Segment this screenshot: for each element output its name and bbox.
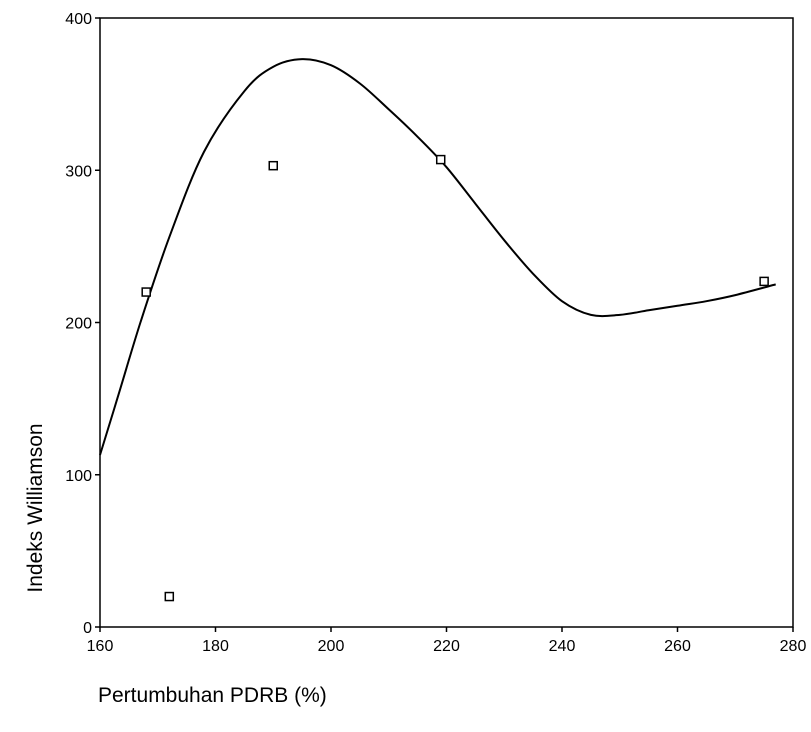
x-tick-label: 180 xyxy=(202,638,229,655)
data-points xyxy=(141,154,769,602)
y-tick-label: 300 xyxy=(65,163,92,180)
y-tick-label: 400 xyxy=(65,11,92,28)
x-tick-label: 200 xyxy=(318,638,345,655)
x-tick-label: 280 xyxy=(780,638,807,655)
y-tick-label: 200 xyxy=(65,316,92,333)
data-point xyxy=(435,154,446,165)
x-tick-label: 160 xyxy=(87,638,114,655)
x-tick-label: 220 xyxy=(433,638,460,655)
y-axis-ticks: 0 100 200 300 400 xyxy=(65,11,100,637)
y-tick-label: 100 xyxy=(65,468,92,485)
x-tick-label: 240 xyxy=(549,638,576,655)
x-tick-label: 260 xyxy=(664,638,691,655)
y-tick-label: 0 xyxy=(83,620,92,637)
x-axis-ticks: 160 180 200 220 240 260 280 xyxy=(87,627,807,655)
fitted-curve xyxy=(99,58,776,456)
y-axis-label: Indeks Williamson xyxy=(24,423,47,592)
data-point xyxy=(268,160,278,171)
plot-frame xyxy=(99,17,794,628)
x-axis-label: Pertumbuhan PDRB (%) xyxy=(98,684,327,707)
data-point xyxy=(759,276,769,287)
data-point xyxy=(141,287,151,297)
data-point xyxy=(164,591,175,602)
